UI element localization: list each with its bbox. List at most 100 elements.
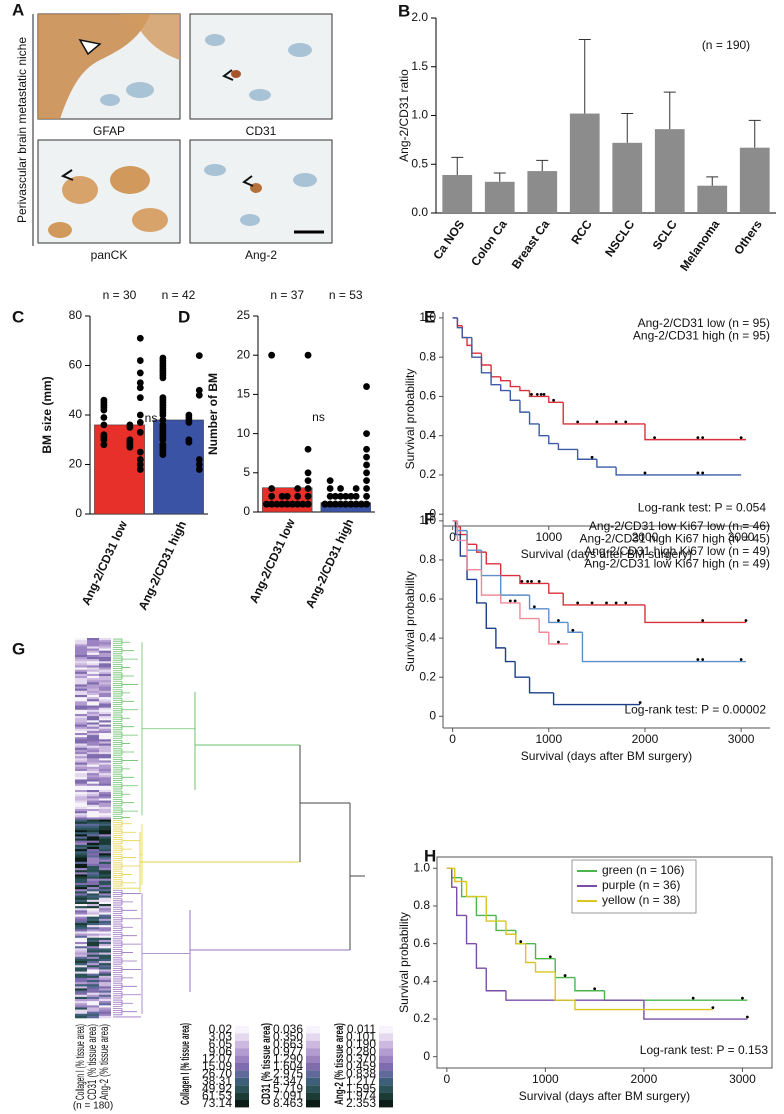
heatmap-cell: [87, 669, 99, 673]
heatmap-cell: [99, 703, 111, 706]
heatmap-cell: [99, 785, 111, 789]
colorbar-swatch: [306, 1026, 320, 1034]
colorbar-label: 0.011: [347, 1022, 376, 1036]
heatmap-cell: [87, 929, 99, 932]
colorbar-swatch: [235, 1063, 249, 1071]
y-tick-label: 0.5: [411, 156, 428, 170]
panel-label: G: [12, 639, 25, 658]
heatmap-cell: [75, 701, 87, 704]
heatmap-cell: [75, 703, 87, 706]
heatmap-cell: [75, 806, 87, 810]
heatmap-cell: [75, 863, 87, 867]
heatmap-cell: [87, 876, 99, 879]
heatmap-cell: [99, 904, 111, 907]
heatmap-cell: [87, 908, 99, 911]
survival-step: [519, 386, 530, 392]
heatmap-cell: [87, 849, 99, 852]
survival-step: [548, 608, 569, 624]
heatmap-cell: [87, 802, 99, 806]
heatmap-cell: [99, 682, 111, 685]
data-point: [159, 416, 167, 424]
data-point: [195, 466, 203, 473]
heatmap-cell: [75, 779, 87, 782]
heatmap-cell: [87, 692, 99, 696]
legend-entry: purple (n = 36): [602, 878, 680, 892]
survival-step: [528, 595, 549, 610]
colorbar-swatch: [235, 1040, 249, 1049]
data-point: [136, 448, 144, 456]
heatmap-cell: [75, 692, 87, 696]
data-point: [363, 453, 370, 461]
heatmap-cell: [99, 825, 111, 829]
heatmap-cell: [75, 711, 87, 715]
heatmap-cell: [87, 937, 99, 941]
survival-step: [471, 345, 482, 354]
heatmap-cell: [75, 950, 87, 953]
survival-step: [574, 977, 605, 992]
heatmap-cell: [75, 798, 87, 801]
survival-step: [538, 618, 549, 633]
heatmap-cell: [99, 705, 111, 708]
heatmap-cell: [75, 1005, 87, 1008]
colorbar-swatch: [235, 1077, 249, 1086]
heatmap-cell: [75, 749, 87, 753]
dendrogram-branch: [113, 845, 132, 853]
data-point: [278, 500, 286, 508]
heatmap-cell: [99, 853, 111, 856]
survival-step: [480, 569, 501, 596]
heatmap-cell: [87, 863, 99, 867]
heatmap-cell: [99, 950, 111, 953]
data-point: [136, 384, 144, 392]
data-point: [294, 485, 302, 492]
heatmap-cell: [87, 718, 99, 721]
censor-mark: [595, 420, 599, 424]
heatmap-cell: [87, 1005, 99, 1008]
heatmap-cell: [75, 762, 87, 765]
data-point: [136, 357, 144, 364]
annotation: (n = 190): [702, 38, 750, 52]
heatmap-cell: [75, 739, 87, 742]
heatmap-cell: [99, 657, 111, 660]
heatmap-cell: [87, 650, 99, 654]
colorbar-swatch: [306, 1048, 320, 1056]
survival-step: [643, 1000, 748, 1020]
heatmap-cell: [99, 942, 111, 945]
heatmap-cell: [87, 813, 99, 816]
x-tick-label: 0: [444, 1072, 451, 1086]
y-axis-label: Survival probability: [403, 369, 417, 470]
heatmap-cell: [75, 785, 87, 789]
heatmap-cell: [87, 1013, 99, 1017]
heatmap-cell: [87, 648, 99, 651]
y-tick-label: 25: [237, 308, 251, 322]
heatmap-cell: [87, 709, 99, 713]
heatmap-cell: [75, 870, 87, 873]
heatmap-cell: [75, 872, 87, 875]
colorbar-label: 8.463: [273, 1096, 303, 1110]
colorbar-label: 1.604: [273, 1059, 303, 1073]
survival-step: [456, 520, 468, 542]
heatmap-cell: [75, 1007, 87, 1010]
heatmap-cell: [75, 718, 87, 721]
data-point: [136, 411, 144, 419]
data-point: [347, 492, 355, 500]
legend-entry: Ang-2/CD31 low Ki67 low (n = 46): [589, 519, 770, 533]
survival-step: [485, 968, 506, 992]
heatmap-cell: [75, 963, 87, 966]
heatmap-cell: [87, 690, 99, 694]
heatmap-cell: [75, 992, 87, 996]
heatmap-cell: [75, 695, 87, 698]
data-point: [337, 500, 344, 508]
survival-step: [475, 544, 487, 553]
survival-step: [514, 661, 530, 678]
colorbar-label: 73.14: [202, 1096, 232, 1110]
heatmap-cell: [75, 910, 87, 913]
x-tick-label: 3000: [729, 1072, 756, 1086]
heatmap-cell: [75, 766, 87, 770]
heatmap-cell: [99, 849, 111, 852]
data-point: [304, 445, 312, 453]
heatmap-cell: [75, 724, 87, 727]
heatmap-cell: [75, 944, 87, 947]
heatmap-cell: [87, 790, 99, 793]
legend-entry: Ang-2/CD31 high Ki67 low (n = 49): [584, 544, 770, 558]
colorbar-swatch: [235, 1070, 249, 1078]
